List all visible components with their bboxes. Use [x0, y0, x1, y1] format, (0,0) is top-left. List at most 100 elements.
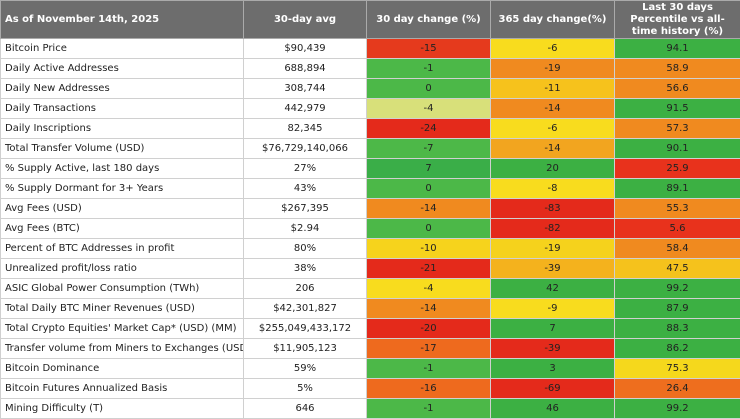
metric-value: 0	[367, 79, 491, 99]
metric-value: 25.9	[615, 159, 740, 179]
metric-value: $267,395	[244, 199, 367, 219]
metric-value: -7	[367, 139, 491, 159]
metric-value: -39	[491, 339, 615, 359]
metric-value: 55.3	[615, 199, 740, 219]
metric-value: -24	[367, 119, 491, 139]
table-row: Transfer volume from Miners to Exchanges…	[1, 339, 740, 359]
metric-name: Daily Active Addresses	[1, 59, 244, 79]
metric-name: Mining Difficulty (T)	[1, 399, 244, 419]
metric-name: Bitcoin Futures Annualized Basis	[1, 379, 244, 399]
metric-value: -14	[491, 99, 615, 119]
metric-value: 26.4	[615, 379, 740, 399]
metric-name: Total Crypto Equities' Market Cap* (USD)…	[1, 319, 244, 339]
metric-value: 94.1	[615, 39, 740, 59]
metric-name: Total Daily BTC Miner Revenues (USD)	[1, 299, 244, 319]
metric-value: 308,744	[244, 79, 367, 99]
metric-value: 99.2	[615, 399, 740, 419]
metric-name: Bitcoin Price	[1, 39, 244, 59]
metric-value: -10	[367, 239, 491, 259]
metric-value: 27%	[244, 159, 367, 179]
header-cell: 365 day change(%)	[491, 1, 615, 39]
metric-value: -1	[367, 399, 491, 419]
header-cell: 30 day change (%)	[367, 1, 491, 39]
table-row: ASIC Global Power Consumption (TWh)206-4…	[1, 279, 740, 299]
metric-value: 58.4	[615, 239, 740, 259]
metric-value: 5.6	[615, 219, 740, 239]
metric-value: $2.94	[244, 219, 367, 239]
metric-value: 442,979	[244, 99, 367, 119]
header-cell: Last 30 days Percentile vs all-time hist…	[615, 1, 740, 39]
metric-value: 59%	[244, 359, 367, 379]
metric-name: Transfer volume from Miners to Exchanges…	[1, 339, 244, 359]
metric-value: -14	[491, 139, 615, 159]
metric-value: -4	[367, 99, 491, 119]
metric-value: 58.9	[615, 59, 740, 79]
metric-value: 688,894	[244, 59, 367, 79]
table-row: Total Crypto Equities' Market Cap* (USD)…	[1, 319, 740, 339]
metric-value: $76,729,140,066	[244, 139, 367, 159]
metric-name: % Supply Dormant for 3+ Years	[1, 179, 244, 199]
metric-value: $42,301,827	[244, 299, 367, 319]
metric-value: -6	[491, 39, 615, 59]
metric-value: 80%	[244, 239, 367, 259]
metric-value: 7	[367, 159, 491, 179]
metric-value: -15	[367, 39, 491, 59]
metric-value: -82	[491, 219, 615, 239]
metric-value: -17	[367, 339, 491, 359]
metric-name: Unrealized profit/loss ratio	[1, 259, 244, 279]
metric-value: -20	[367, 319, 491, 339]
metric-value: 42	[491, 279, 615, 299]
metric-value: 206	[244, 279, 367, 299]
metric-value: $11,905,123	[244, 339, 367, 359]
metric-value: -11	[491, 79, 615, 99]
metric-value: 0	[367, 219, 491, 239]
table-row: Total Daily BTC Miner Revenues (USD)$42,…	[1, 299, 740, 319]
metric-value: -14	[367, 299, 491, 319]
metric-value: 20	[491, 159, 615, 179]
header-cell: 30-day avg	[244, 1, 367, 39]
table-row: Total Transfer Volume (USD)$76,729,140,0…	[1, 139, 740, 159]
metric-value: -39	[491, 259, 615, 279]
metric-value: $90,439	[244, 39, 367, 59]
metric-name: Avg Fees (USD)	[1, 199, 244, 219]
metric-value: 86.2	[615, 339, 740, 359]
metric-value: 46	[491, 399, 615, 419]
metric-value: 43%	[244, 179, 367, 199]
metric-value: -4	[367, 279, 491, 299]
metric-value: -1	[367, 59, 491, 79]
metric-value: 7	[491, 319, 615, 339]
metric-value: -9	[491, 299, 615, 319]
metric-value: 91.5	[615, 99, 740, 119]
metric-value: -14	[367, 199, 491, 219]
metric-name: Percent of BTC Addresses in profit	[1, 239, 244, 259]
metric-value: -6	[491, 119, 615, 139]
metric-value: 99.2	[615, 279, 740, 299]
metric-value: -8	[491, 179, 615, 199]
metric-name: ASIC Global Power Consumption (TWh)	[1, 279, 244, 299]
metric-value: 3	[491, 359, 615, 379]
metric-value: -16	[367, 379, 491, 399]
metric-name: Daily Inscriptions	[1, 119, 244, 139]
metric-value: 56.6	[615, 79, 740, 99]
metric-value: -19	[491, 239, 615, 259]
metric-value: 57.3	[615, 119, 740, 139]
metric-value: 75.3	[615, 359, 740, 379]
metric-value: 5%	[244, 379, 367, 399]
metric-name: Bitcoin Dominance	[1, 359, 244, 379]
metric-value: 87.9	[615, 299, 740, 319]
